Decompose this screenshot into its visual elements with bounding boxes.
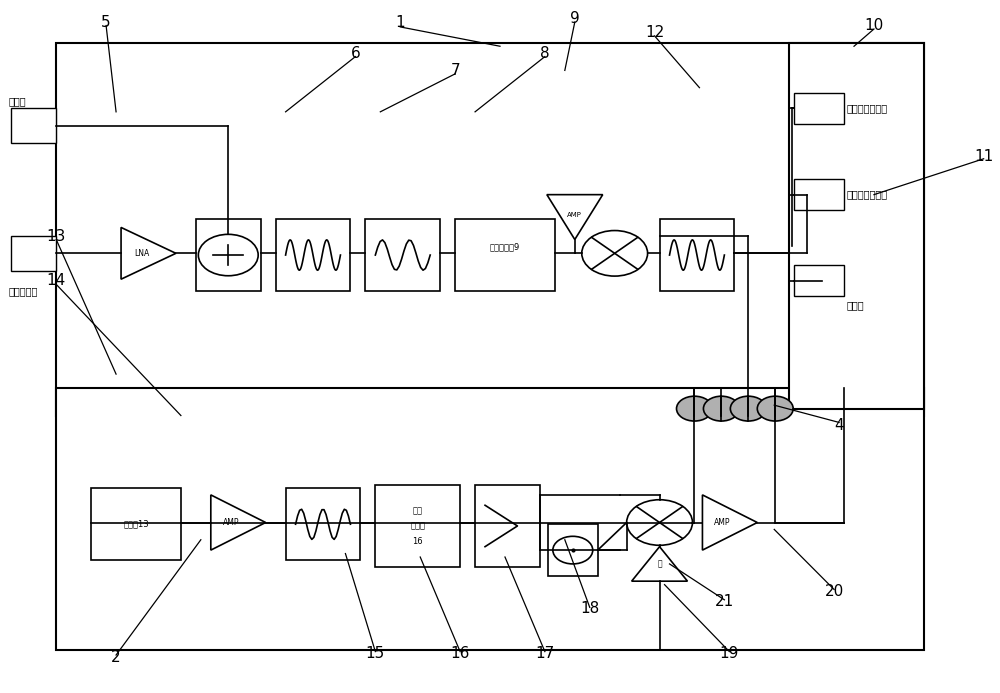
Text: 温补: 温补 [413, 507, 423, 516]
Bar [794, 265, 844, 297]
Bar [365, 219, 440, 291]
Text: 益: 益 [657, 559, 662, 568]
Text: AMP: AMP [714, 518, 731, 527]
Text: 13: 13 [47, 229, 66, 243]
Text: 射频电信号: 射频电信号 [8, 286, 38, 297]
Text: 16: 16 [412, 536, 423, 545]
Text: 10: 10 [864, 18, 884, 33]
Text: AMP: AMP [222, 518, 239, 527]
Bar [660, 219, 734, 291]
Text: 9: 9 [570, 11, 580, 26]
Circle shape [677, 396, 712, 421]
Text: 19: 19 [720, 646, 739, 661]
Text: 二本振: 二本振 [846, 300, 864, 310]
Text: 一本振: 一本振 [8, 96, 26, 106]
Text: LNA: LNA [134, 249, 150, 258]
Bar [11, 236, 56, 270]
Bar [548, 524, 598, 576]
Bar [56, 43, 924, 416]
Text: AMP: AMP [567, 212, 582, 218]
Text: 17: 17 [535, 646, 554, 661]
Text: 18: 18 [580, 602, 599, 616]
Text: 第一中频电信号: 第一中频电信号 [846, 103, 887, 114]
Circle shape [703, 396, 739, 421]
Text: 6: 6 [351, 46, 360, 61]
Text: 衰减器: 衰减器 [410, 521, 425, 530]
Text: 15: 15 [366, 646, 385, 661]
Text: 2: 2 [111, 649, 121, 665]
Text: 8: 8 [540, 46, 550, 61]
Text: 衰减器13: 衰减器13 [123, 520, 149, 529]
Text: 21: 21 [715, 595, 734, 609]
Text: 14: 14 [47, 274, 66, 288]
Text: 16: 16 [450, 646, 470, 661]
Text: 1: 1 [395, 15, 405, 30]
Bar [789, 43, 924, 409]
Bar [286, 488, 360, 561]
Circle shape [730, 396, 766, 421]
Text: 固定衰减器9: 固定衰减器9 [490, 243, 520, 252]
Bar [56, 388, 924, 650]
Bar [196, 219, 261, 291]
Bar [276, 219, 350, 291]
Text: 5: 5 [101, 15, 111, 30]
Text: 12: 12 [645, 25, 664, 40]
Bar [375, 484, 460, 568]
Bar [91, 488, 181, 561]
Text: 20: 20 [824, 584, 844, 599]
Text: 4: 4 [834, 419, 844, 433]
Bar [794, 93, 844, 124]
Bar [475, 484, 540, 568]
Text: 11: 11 [974, 149, 993, 164]
Text: 第二中频电信号: 第二中频电信号 [846, 190, 887, 200]
Bar [455, 219, 555, 291]
Circle shape [757, 396, 793, 421]
Bar [11, 108, 56, 143]
Text: 7: 7 [450, 63, 460, 78]
Bar [794, 179, 844, 210]
